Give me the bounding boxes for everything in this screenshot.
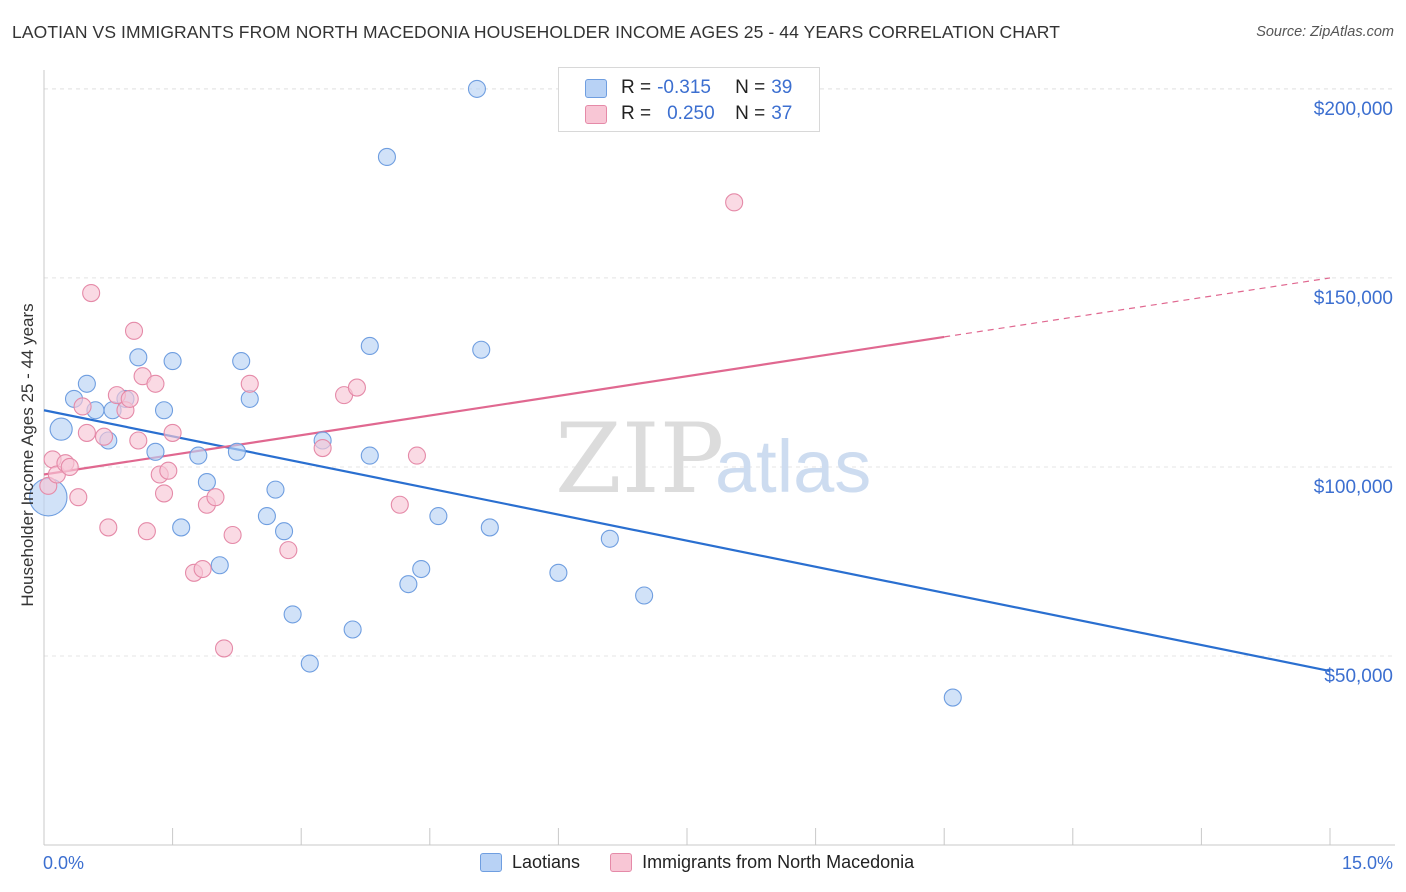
point-macedonia xyxy=(154,484,174,503)
point-laotian xyxy=(227,442,246,461)
point-laotian xyxy=(549,563,568,582)
trend-line-laotians xyxy=(43,409,1331,673)
watermark: ZIP atlas xyxy=(555,403,871,515)
point-macedonia xyxy=(407,446,426,465)
point-laotian xyxy=(257,507,276,526)
n-label: N = xyxy=(735,103,766,124)
y-tick-label: $50,000 xyxy=(1324,666,1393,687)
y-tick-label: $150,000 xyxy=(1314,288,1393,309)
r-value: 0.250 xyxy=(667,103,715,124)
point-macedonia xyxy=(347,378,366,397)
point-macedonia xyxy=(313,438,332,458)
point-laotian xyxy=(343,620,362,639)
point-laotian xyxy=(472,340,491,359)
legend-swatch-macedonia xyxy=(610,853,633,872)
point-laotian xyxy=(300,654,319,673)
point-laotian xyxy=(129,348,148,367)
point-laotian xyxy=(275,522,294,541)
point-macedonia xyxy=(206,488,225,507)
point-laotian xyxy=(197,473,216,492)
gridlines xyxy=(44,88,1395,657)
point-laotian xyxy=(172,518,191,537)
chart-title: LAOTIAN VS IMMIGRANTS FROM NORTH MACEDON… xyxy=(12,22,1060,42)
point-macedonia xyxy=(214,639,234,658)
n-value: 37 xyxy=(771,103,793,124)
point-macedonia xyxy=(73,397,92,416)
point-laotian xyxy=(480,518,499,537)
point-laotian xyxy=(360,336,379,356)
point-laotian xyxy=(189,446,208,465)
watermark-atlas: atlas xyxy=(715,425,871,508)
tick-labels: $50,000 $100,000 $150,000 $200,000 0.0% 15.0% xyxy=(43,99,1393,873)
point-macedonia xyxy=(94,427,114,446)
point-macedonia xyxy=(124,321,144,340)
point-macedonia xyxy=(223,525,242,545)
point-laotian xyxy=(943,688,962,707)
r-value: -0.315 xyxy=(657,77,711,98)
point-macedonia xyxy=(163,423,182,442)
point-laotian xyxy=(600,529,619,548)
point-laotian xyxy=(146,442,165,461)
x-tick-label-min: 0.0% xyxy=(43,853,84,873)
point-laotian xyxy=(377,147,396,167)
point-laotian xyxy=(399,575,418,594)
point-laotian xyxy=(240,389,259,408)
series-legend: Laotians Immigrants from North Macedonia xyxy=(480,852,944,873)
legend-item-macedonia[interactable]: Immigrants from North Macedonia xyxy=(610,852,914,873)
legend-label-macedonia: Immigrants from North Macedonia xyxy=(642,852,915,872)
point-laotian xyxy=(360,446,379,465)
legend-row-laotians: R = -0.315 N = 39 xyxy=(585,76,792,100)
point-macedonia xyxy=(240,374,259,393)
point-macedonia xyxy=(159,461,178,480)
axes xyxy=(43,70,1395,846)
n-label: N = xyxy=(735,77,766,98)
point-laotian xyxy=(163,352,182,371)
point-laotian xyxy=(210,556,229,575)
point-macedonia xyxy=(120,389,139,408)
point-macedonia xyxy=(99,518,118,537)
watermark-zip: ZIP xyxy=(555,403,724,515)
trend-line-macedonia-extension xyxy=(944,277,1331,338)
point-laotian xyxy=(266,480,285,499)
point-macedonia xyxy=(82,283,101,303)
point-laotian xyxy=(77,374,96,393)
point-macedonia xyxy=(60,457,79,477)
point-macedonia xyxy=(279,541,298,560)
point-macedonia xyxy=(69,488,88,507)
point-laotian xyxy=(154,401,174,420)
point-laotian xyxy=(429,507,448,526)
point-laotian xyxy=(412,559,431,579)
point-macedonia xyxy=(137,522,156,541)
n-value: 39 xyxy=(771,77,793,98)
point-laotian xyxy=(232,352,251,371)
y-tick-label: $200,000 xyxy=(1314,99,1393,120)
point-laotian xyxy=(635,586,654,605)
legend-swatch-blue xyxy=(585,78,607,98)
point-macedonia xyxy=(129,431,148,450)
point-macedonia xyxy=(146,374,165,393)
data-points xyxy=(29,79,962,707)
legend-row-macedonia: R = 0.250 N = 37 xyxy=(585,102,792,126)
x-tick-label-max: 15.0% xyxy=(1342,853,1393,873)
legend-swatch-laotians xyxy=(480,853,502,872)
point-laotian xyxy=(283,605,302,624)
y-tick-label: $100,000 xyxy=(1314,477,1393,498)
point-macedonia xyxy=(193,559,212,579)
point-macedonia xyxy=(77,423,96,442)
legend-swatch-pink xyxy=(585,104,607,124)
r-label: R = xyxy=(621,103,652,124)
point-laotian xyxy=(467,79,487,98)
point-macedonia xyxy=(725,193,744,212)
point-laotian xyxy=(49,417,73,441)
legend-item-laotians[interactable]: Laotians xyxy=(480,852,580,873)
source-label: Source: ZipAtlas.com xyxy=(1256,24,1394,40)
r-label: R = xyxy=(621,77,652,98)
point-macedonia xyxy=(390,495,409,514)
y-axis-title: Householder Income Ages 25 - 44 years xyxy=(18,303,37,607)
legend-label-laotians: Laotians xyxy=(512,852,581,872)
stats-legend: R = -0.315 N = 39 R = 0.250 N = 37 xyxy=(558,67,820,132)
